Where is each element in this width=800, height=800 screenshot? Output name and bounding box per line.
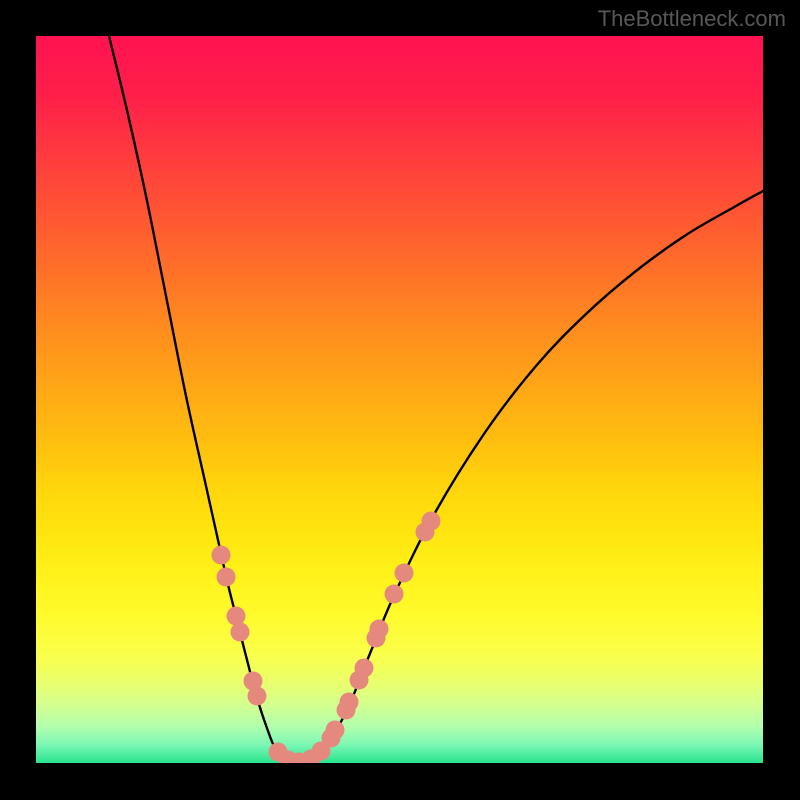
data-marker xyxy=(385,585,404,604)
data-marker xyxy=(355,659,374,678)
watermark-text: TheBottleneck.com xyxy=(598,6,786,32)
data-marker xyxy=(395,564,414,583)
plot-area xyxy=(36,36,763,763)
data-marker xyxy=(217,568,236,587)
data-marker xyxy=(227,607,246,626)
marker-group xyxy=(212,512,441,764)
chart-svg xyxy=(36,36,763,763)
data-marker xyxy=(370,620,389,639)
data-marker xyxy=(422,512,441,531)
data-marker xyxy=(248,687,267,706)
curve-left-branch xyxy=(109,36,296,763)
data-marker xyxy=(212,546,231,565)
data-marker xyxy=(231,623,250,642)
data-marker xyxy=(340,693,359,712)
data-marker xyxy=(326,721,345,740)
